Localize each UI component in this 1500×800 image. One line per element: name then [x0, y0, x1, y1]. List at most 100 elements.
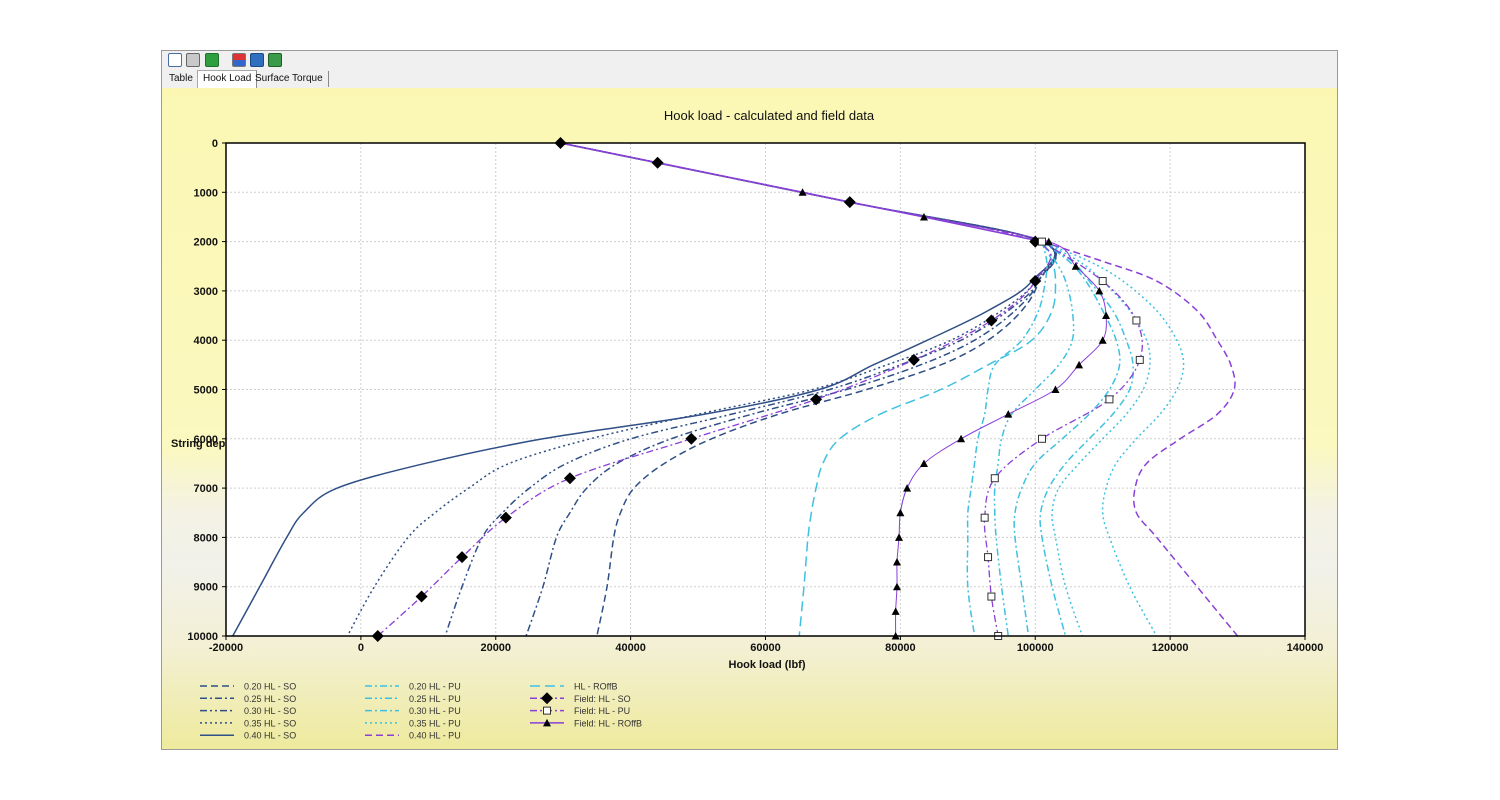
triangle-marker — [895, 533, 904, 541]
legend-item: Field: HL - SO — [530, 692, 631, 705]
x-tick-label: -20000 — [209, 642, 243, 654]
export-icon[interactable] — [268, 53, 282, 67]
square-marker — [984, 553, 993, 562]
series-line — [377, 142, 1052, 637]
triangle-marker — [1044, 237, 1053, 246]
hook-load-chart: Hook load - calculated and field data 0 1… — [171, 108, 1324, 741]
legend-item: 0.20 HL - PU — [365, 682, 461, 692]
legend-label: 0.40 HL - PU — [409, 731, 461, 741]
series-line — [798, 241, 1057, 637]
y-tick-label: 5000 — [194, 385, 218, 397]
x-tick-label: 120000 — [1152, 642, 1189, 654]
legend-item: Field: HL - PU — [530, 706, 630, 716]
y-tick-label: 7000 — [194, 483, 218, 495]
diamond-marker — [843, 196, 856, 209]
triangle-marker — [1102, 311, 1111, 320]
new-doc-icon[interactable] — [168, 53, 182, 67]
triangle-marker — [903, 484, 912, 492]
tab-surface-torque[interactable]: Surface Torque — [250, 71, 329, 87]
plot-background — [226, 143, 1305, 636]
y-tick-label: 8000 — [194, 532, 218, 544]
legend-item: 0.40 HL - PU — [365, 731, 461, 741]
y-axis-label: String dep — [171, 438, 226, 450]
series-line — [1041, 240, 1239, 637]
diamond-marker — [456, 551, 469, 564]
legend-label: 0.35 HL - SO — [244, 718, 296, 728]
triangle-marker — [1071, 262, 1080, 270]
print-icon[interactable] — [186, 53, 200, 67]
x-tick-label: 140000 — [1287, 642, 1324, 654]
y-tick-label: 2000 — [194, 237, 218, 249]
square-marker — [987, 592, 996, 601]
triangle-marker — [893, 582, 902, 591]
legend-item: 0.35 HL - PU — [365, 718, 461, 728]
legend-label: Field: HL - ROffB — [574, 718, 642, 728]
toolbar — [162, 51, 1337, 71]
tab-hook-load[interactable]: Hook Load — [197, 70, 258, 88]
legend-item: 0.35 HL - SO — [200, 718, 296, 728]
chart-panel: Hook load - calculated and field data 0 1… — [162, 88, 1337, 749]
diamond-marker — [810, 393, 823, 406]
diamond-marker — [415, 590, 428, 603]
legend-item: 0.30 HL - PU — [365, 706, 461, 716]
series-line — [1039, 240, 1134, 637]
back-icon[interactable] — [205, 53, 219, 67]
series-line — [966, 241, 1048, 637]
y-tick-label: 4000 — [194, 335, 218, 347]
tab-bar: Table Hook Load Surface Torque — [162, 70, 1337, 89]
square-marker — [1037, 237, 1046, 246]
legend-item: 0.40 HL - SO — [200, 731, 296, 741]
legend-label: Field: HL - PU — [574, 706, 630, 716]
y-tick-label: 10000 — [187, 631, 218, 643]
triangle-marker — [957, 434, 966, 443]
sort-icon[interactable] — [232, 53, 246, 67]
series-line — [983, 241, 1143, 637]
x-tick-label: 100000 — [1017, 642, 1054, 654]
triangle-marker — [919, 212, 928, 221]
save-icon[interactable] — [250, 53, 264, 67]
triangle-marker — [919, 459, 928, 467]
square-marker — [990, 474, 999, 483]
legend-label: 0.25 HL - SO — [244, 694, 296, 704]
triangle-marker — [896, 508, 905, 517]
y-tick-label: 0 — [212, 138, 218, 150]
legend-item: Field: HL - ROffB — [530, 718, 642, 728]
legend-label: Field: HL - SO — [574, 694, 631, 704]
y-tick-label: 9000 — [194, 582, 218, 594]
legend-item: 0.25 HL - PU — [365, 694, 461, 704]
series-line — [993, 241, 1075, 637]
x-tick-label: 20000 — [480, 642, 511, 654]
diamond-marker — [1029, 275, 1042, 288]
triangle-marker — [891, 607, 900, 615]
tab-table[interactable]: Table — [164, 71, 199, 87]
legend-item: 0.30 HL - SO — [200, 706, 296, 716]
series-line — [346, 142, 1057, 637]
x-tick-label: 60000 — [750, 642, 781, 654]
triangle-marker — [893, 558, 902, 566]
legend-item: 0.20 HL - SO — [200, 682, 296, 692]
square-marker — [1105, 395, 1114, 404]
triangle-marker — [798, 188, 807, 196]
diamond-marker — [685, 432, 698, 445]
legend-label: 0.30 HL - SO — [244, 706, 296, 716]
square-marker — [543, 706, 551, 715]
triangle-marker — [1098, 336, 1107, 344]
square-marker — [1098, 277, 1107, 286]
square-marker — [980, 513, 989, 522]
x-tick-label: 40000 — [615, 642, 646, 654]
legend-item: 0.25 HL - SO — [200, 694, 296, 704]
legend-label: 0.20 HL - SO — [244, 682, 296, 692]
legend-item: HL - ROffB — [530, 682, 618, 692]
triangle-marker — [1051, 385, 1060, 393]
x-tick-label: 0 — [358, 642, 364, 654]
legend-label: 0.35 HL - PU — [409, 718, 461, 728]
square-marker — [1135, 355, 1144, 364]
diamond-marker — [541, 692, 553, 705]
diamond-marker — [985, 314, 998, 327]
hook-load-window: Table Hook Load Surface Torque Hook load… — [161, 50, 1338, 750]
x-axis-label: Hook load (lbf) — [729, 659, 806, 671]
square-marker — [1037, 434, 1046, 443]
square-marker — [1132, 316, 1141, 325]
legend-label: 0.20 HL - PU — [409, 682, 461, 692]
series-line — [232, 142, 1056, 637]
